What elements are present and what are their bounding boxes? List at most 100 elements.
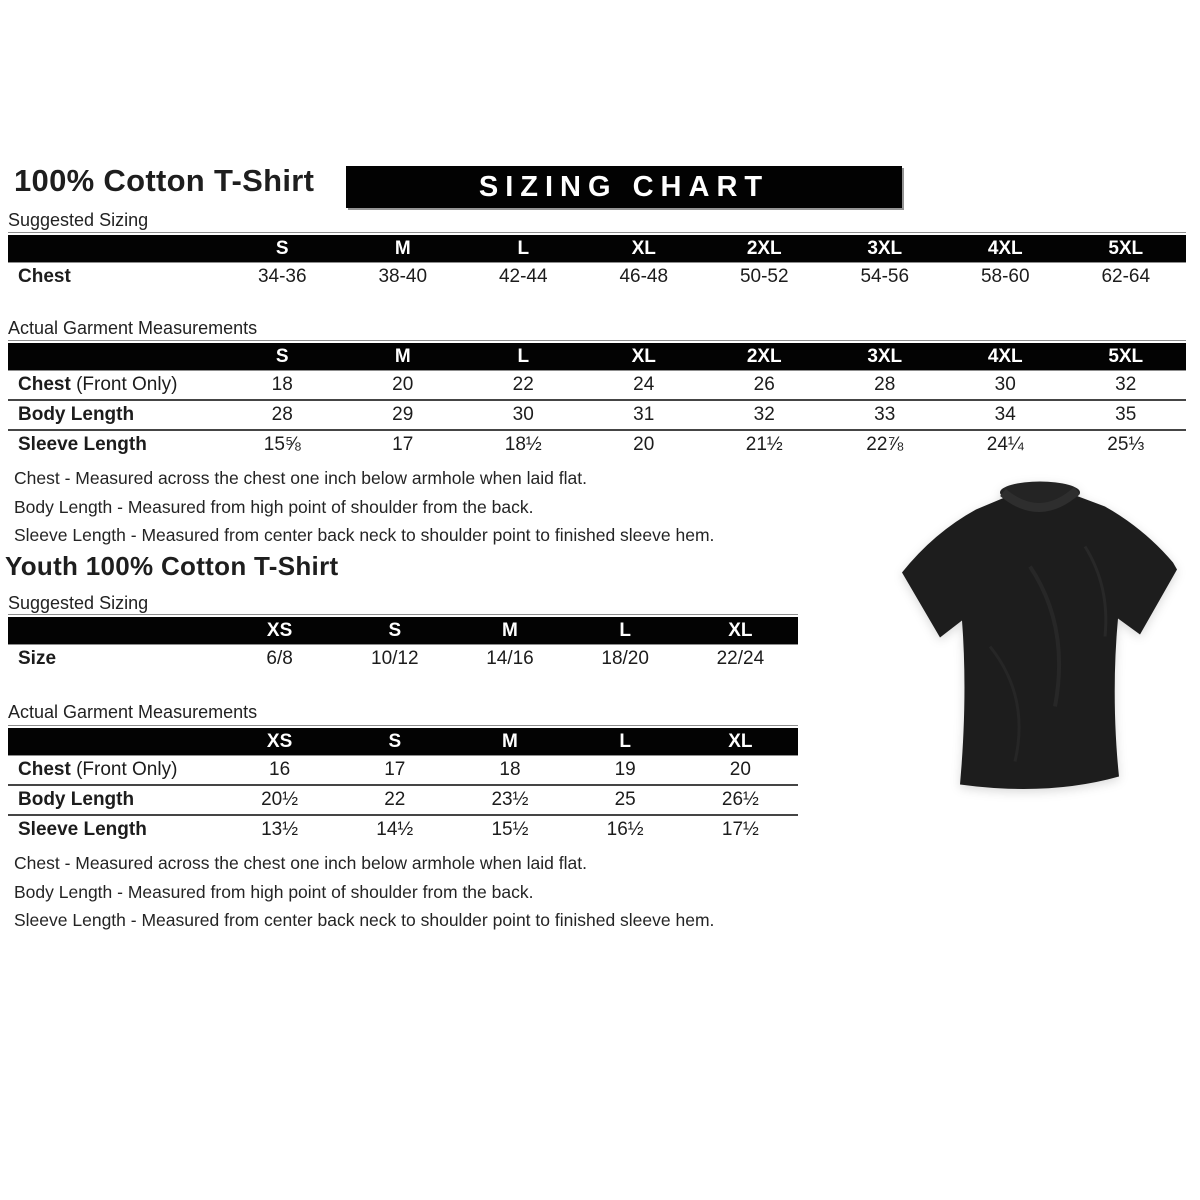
measurement-cell: 19 <box>614 759 636 780</box>
measurement-cell: 18½ <box>504 434 542 455</box>
table-row: Body Length 28 29 30 31 32 33 34 35 <box>8 400 1186 430</box>
youth-section-title: Youth 100% Cotton T-Shirt <box>5 551 339 581</box>
size-column-header: L <box>567 728 683 756</box>
row-label: Size <box>18 648 57 669</box>
size-column-header: L <box>463 343 584 371</box>
measurement-cell: 25 <box>614 789 636 810</box>
adult-actual-measurements-label: Actual Garment Measurements <box>8 318 258 338</box>
tshirt-wrinkle <box>988 645 1021 762</box>
table-row: Body Length 20½ 22 23½ 25 26½ <box>8 785 798 815</box>
measurement-cell: 30 <box>512 404 534 425</box>
size-column-header: 3XL <box>824 235 945 263</box>
row-label: Chest (Front Only) <box>18 759 178 780</box>
adult-suggested-sizing-label: Suggested Sizing <box>8 210 149 230</box>
size-column-header: 4XL <box>945 235 1066 263</box>
measurement-cell: 14½ <box>376 819 414 840</box>
measurement-cell: 17½ <box>721 819 759 840</box>
note-line: Body Length - Measured from high point o… <box>14 496 534 517</box>
measurement-cell: 20 <box>392 374 414 395</box>
measurement-cell: 22 <box>384 789 406 810</box>
adult-measurement-notes: Chest - Measured across the chest one in… <box>14 464 714 550</box>
measurement-cell: 18/20 <box>601 648 649 669</box>
measurement-cell: 17 <box>392 434 414 455</box>
header-row: XS S M L XL <box>8 728 798 756</box>
measurement-cell: 46-48 <box>619 266 669 287</box>
table-row: Chest (Front Only) 16 17 18 19 20 <box>8 755 798 786</box>
size-column-header: XS <box>222 728 338 756</box>
measurement-cell: 26 <box>753 374 775 395</box>
table-row: Size 6/8 10/12 14/16 18/20 22/24 <box>8 644 798 674</box>
size-column-header: 5XL <box>1065 235 1186 263</box>
table-corner-cell <box>8 343 222 371</box>
measurement-cell: 20½ <box>261 789 299 810</box>
measurement-cell: 35 <box>1115 404 1137 425</box>
size-column-header: XL <box>682 617 798 645</box>
measurement-cell: 10/12 <box>371 648 419 669</box>
size-column-header: XL <box>682 728 798 756</box>
note-line: Sleeve Length - Measured from center bac… <box>14 910 715 930</box>
measurement-cell: 54-56 <box>860 266 910 287</box>
size-column-header: XL <box>583 343 704 371</box>
measurement-cell: 21½ <box>745 434 783 455</box>
measurement-cell: 22/24 <box>716 648 765 669</box>
measurement-cell: 24 <box>633 374 655 395</box>
measurement-cell: 32 <box>1115 374 1137 395</box>
tshirt-collar-band <box>1000 487 1080 512</box>
measurement-cell: 6/8 <box>266 648 293 669</box>
page-title: 100% Cotton T-Shirt <box>14 163 315 198</box>
row-label: Chest <box>18 266 71 287</box>
measurement-cell: 13½ <box>261 819 299 840</box>
size-column-header: M <box>342 235 463 263</box>
size-column-header: S <box>337 617 453 645</box>
size-column-header: S <box>337 728 453 756</box>
banner-label: SIZING CHART <box>478 170 770 203</box>
youth-suggested-table-wrap: XS S M L XL Size 6/8 10/12 14/16 18/20 22/24 <box>8 614 798 673</box>
table-corner-cell <box>8 728 222 756</box>
measurement-cell: 17 <box>384 759 406 780</box>
size-column-header: 4XL <box>945 343 1066 371</box>
size-column-header: L <box>463 235 584 263</box>
table-row: Chest 34-36 38-40 42-44 46-48 50-52 54-56 58-60… <box>8 262 1186 292</box>
adult-suggested-table: S M L XL 2XL 3XL 4XL 5XL Chest 34-36 38-40 42-44 46-… <box>8 235 1186 291</box>
size-column-header: 2XL <box>704 343 825 371</box>
note-line: Chest - Measured across the chest one in… <box>14 468 587 488</box>
row-label: Body Length <box>18 404 135 425</box>
adult-suggested-table-wrap: S M L XL 2XL 3XL 4XL 5XL Chest 34-36 38-40 42-44 46-… <box>8 232 1186 291</box>
sizing-chart-banner: SIZING CHART <box>346 166 902 208</box>
measurement-cell: 20 <box>729 759 751 780</box>
row-label: Chest (Front Only) <box>18 374 178 395</box>
measurement-cell: 42-44 <box>498 266 548 287</box>
measurement-cell: 22⅞ <box>866 434 904 455</box>
size-column-header: XS <box>222 617 338 645</box>
size-column-header: S <box>222 343 343 371</box>
measurement-cell: 26½ <box>721 789 759 810</box>
measurement-cell: 28 <box>271 404 293 425</box>
youth-actual-table-wrap: XS S M L XL Chest (Front Only) 16 17 18 19 20 Body … <box>8 725 798 844</box>
youth-actual-measurements-label: Actual Garment Measurements <box>8 702 258 722</box>
tshirt-wrinkle <box>1083 545 1108 637</box>
measurement-cell: 14/16 <box>486 648 534 669</box>
measurement-cell: 22 <box>512 374 534 395</box>
measurement-cell: 33 <box>874 404 896 425</box>
adult-actual-table: S M L XL 2XL 3XL 4XL 5XL Chest (Front Only) 18 20 2… <box>8 343 1186 459</box>
measurement-cell: 18 <box>271 374 293 395</box>
measurement-cell: 15½ <box>491 819 529 840</box>
header-row: S M L XL 2XL 3XL 4XL 5XL <box>8 343 1186 371</box>
measurement-cell: 16½ <box>606 819 644 840</box>
size-column-header: S <box>222 235 343 263</box>
measurement-cell: 24¼ <box>986 434 1024 455</box>
size-column-header: XL <box>583 235 704 263</box>
measurement-cell: 38-40 <box>378 266 428 287</box>
measurement-cell: 34-36 <box>257 266 307 287</box>
measurement-cell: 32 <box>753 404 775 425</box>
note-line: Sleeve Length - Measured from center bac… <box>14 525 715 545</box>
measurement-cell: 16 <box>269 759 291 780</box>
youth-suggested-table: XS S M L XL Size 6/8 10/12 14/16 18/20 22/24 <box>8 617 798 673</box>
size-column-header: 2XL <box>704 235 825 263</box>
row-label: Sleeve Length <box>18 434 147 455</box>
size-column-header: 5XL <box>1065 343 1186 371</box>
header-row: XS S M L XL <box>8 617 798 645</box>
measurement-cell: 58-60 <box>980 266 1030 287</box>
header-row: S M L XL 2XL 3XL 4XL 5XL <box>8 235 1186 263</box>
